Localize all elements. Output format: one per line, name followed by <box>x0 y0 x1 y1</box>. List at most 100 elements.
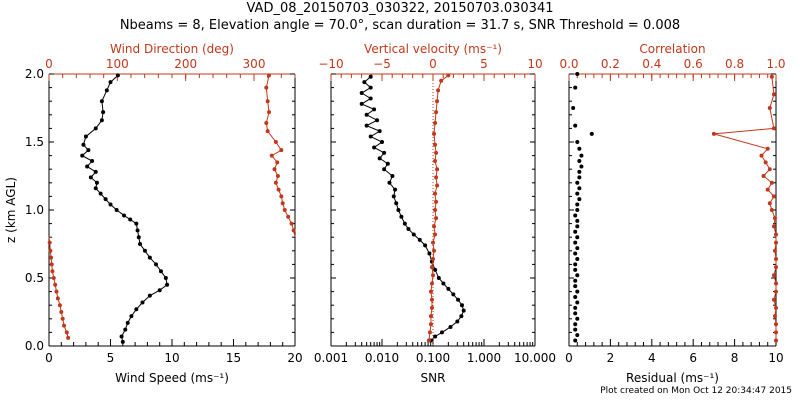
data-point <box>771 92 776 97</box>
data-point <box>575 256 580 261</box>
top-tick-label: 10 <box>527 57 542 71</box>
top-axis-label: Vertical velocity (ms⁻¹) <box>364 42 502 56</box>
data-point <box>433 208 438 212</box>
data-point <box>575 180 580 185</box>
data-point <box>772 314 777 319</box>
data-point <box>273 140 278 144</box>
data-point <box>573 85 578 90</box>
x-tick-label: 0 <box>45 351 53 365</box>
data-point <box>368 74 373 79</box>
data-point <box>57 303 62 308</box>
data-point <box>393 187 398 192</box>
data-point <box>390 174 395 178</box>
data-point <box>573 338 578 343</box>
data-point <box>165 282 170 287</box>
data-point <box>54 289 59 294</box>
data-point <box>575 273 580 278</box>
data-point <box>158 269 163 274</box>
data-point <box>55 296 60 301</box>
data-point <box>417 237 422 242</box>
data-point <box>774 265 778 270</box>
data-point <box>157 288 162 293</box>
data-point <box>289 221 294 226</box>
x-axis-label: Residual (ms⁻¹) <box>626 371 719 385</box>
data-point <box>774 256 778 261</box>
data-point <box>459 303 464 308</box>
data-point <box>120 339 125 344</box>
y-tick-label: 0.0 <box>25 339 44 353</box>
data-point <box>767 106 772 110</box>
data-point <box>573 267 578 272</box>
data-point <box>411 232 416 237</box>
data-point <box>774 330 778 335</box>
top-tick-label: 1.0 <box>766 57 785 71</box>
data-point <box>573 262 578 267</box>
data-point <box>372 107 377 112</box>
data-point <box>104 88 109 93</box>
y-axis-label: z (km AGL) <box>4 177 18 243</box>
data-point <box>441 281 446 286</box>
data-point <box>272 167 277 172</box>
data-point <box>774 240 778 245</box>
data-point <box>368 96 373 101</box>
data-point <box>433 334 438 339</box>
data-point <box>291 228 296 233</box>
data-point <box>575 140 580 144</box>
data-point <box>573 213 578 218</box>
data-point <box>264 120 269 125</box>
x-tick-label: 20 <box>287 351 302 365</box>
data-point <box>434 216 439 221</box>
data-point <box>66 335 71 340</box>
data-point <box>93 126 98 131</box>
data-point <box>432 131 437 136</box>
data-point <box>163 276 168 280</box>
data-point <box>759 153 764 158</box>
data-point <box>85 164 90 169</box>
data-point <box>575 235 580 240</box>
data-point <box>428 289 433 294</box>
top-tick-label: 0.8 <box>725 57 744 71</box>
data-point <box>80 153 85 158</box>
data-point <box>451 292 456 297</box>
data-point <box>142 248 147 253</box>
data-point <box>761 174 766 178</box>
x-tick-label: 0.100 <box>416 351 450 365</box>
data-point <box>88 175 93 180</box>
data-point <box>774 338 778 343</box>
top-tick-label: −5 <box>373 57 391 71</box>
series-line <box>713 76 777 341</box>
data-point <box>368 85 373 90</box>
data-point <box>377 129 382 134</box>
data-point <box>433 142 438 147</box>
data-point <box>362 80 367 85</box>
data-point <box>429 305 434 310</box>
top-tick-label: 0.2 <box>601 57 620 71</box>
data-point <box>93 169 98 174</box>
data-point <box>774 322 778 327</box>
data-point <box>428 322 433 327</box>
x-tick-label: 0 <box>565 351 573 365</box>
data-point <box>48 248 53 253</box>
data-point <box>115 73 120 78</box>
data-point <box>575 316 580 321</box>
data-point <box>265 129 270 134</box>
data-point <box>427 251 432 256</box>
top-tick-label: 0.0 <box>559 57 578 71</box>
data-point <box>771 194 776 199</box>
data-point <box>279 194 284 199</box>
data-point <box>774 289 778 294</box>
data-point <box>575 289 580 294</box>
data-point <box>771 273 776 278</box>
data-point <box>368 134 373 139</box>
data-point <box>86 148 91 153</box>
data-point <box>51 276 56 280</box>
data-point <box>772 248 777 253</box>
data-point <box>577 175 582 180</box>
top-tick-label: 0.4 <box>642 57 661 71</box>
data-point <box>711 131 716 136</box>
data-point <box>427 330 432 335</box>
data-point <box>269 153 274 158</box>
data-point <box>435 167 440 172</box>
data-point <box>765 146 770 151</box>
data-point <box>435 99 440 104</box>
